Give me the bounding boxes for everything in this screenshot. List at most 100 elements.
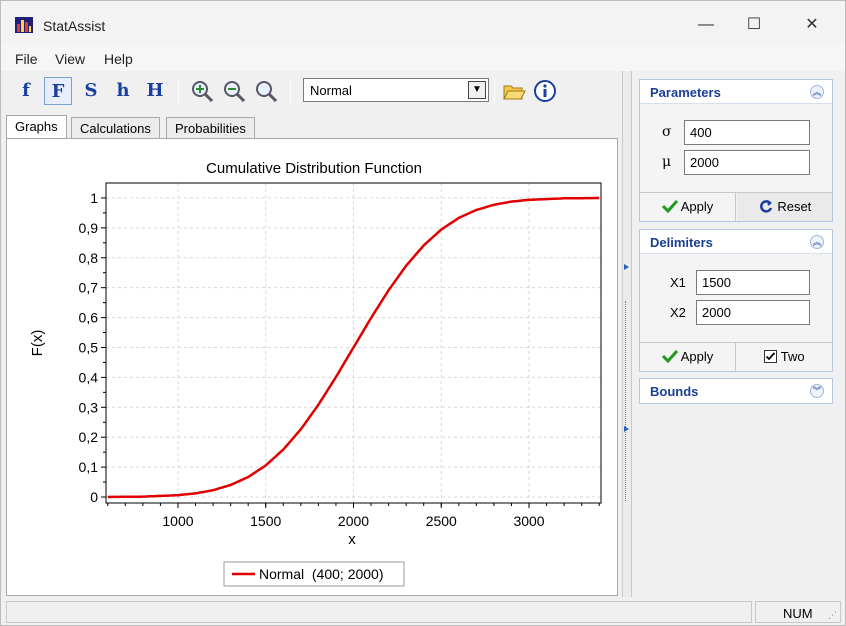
status-num-cell: NUM ⋰ — [755, 601, 841, 623]
bounds-header[interactable]: Bounds ︾ — [640, 379, 832, 403]
dropdown-arrow-icon[interactable]: ▼ — [468, 81, 486, 99]
collapse-up-icon[interactable]: ︽ — [810, 235, 824, 249]
delimiters-header[interactable]: Delimiters ︽ — [640, 230, 832, 254]
pdf-button[interactable]: f — [22, 80, 30, 101]
y-tick-label: 0,5 — [79, 339, 99, 355]
tab-calculations[interactable]: Calculations — [71, 117, 160, 139]
x2-input[interactable]: 2000 — [696, 300, 810, 325]
status-bar: NUM ⋰ — [1, 599, 845, 625]
reset-label: Reset — [777, 199, 812, 214]
two-checkbox[interactable]: Two — [737, 343, 832, 371]
y-tick-label: 0 — [90, 489, 98, 505]
open-folder-icon[interactable] — [502, 79, 526, 103]
checkmark-icon — [661, 199, 678, 214]
legend-box — [223, 561, 405, 587]
y-axis-label: F(x) — [29, 330, 46, 357]
splitter-arrow-icon[interactable] — [623, 263, 631, 271]
x-tick-label: 1500 — [250, 513, 281, 529]
bar-chart-app-icon — [15, 17, 33, 33]
reset-arrow-icon — [759, 200, 772, 213]
parameters-header[interactable]: Parameters ︽ — [640, 80, 832, 104]
y-tick-label: 0,2 — [79, 429, 99, 445]
y-tick-label: 0,9 — [79, 220, 99, 236]
splitter-grip — [625, 301, 629, 501]
graph-panel: Cumulative Distribution Function 0 0,1 0,2… — [6, 138, 618, 596]
right-panel: Parameters ︽ σ 400 μ 2000 Apply Reset — [633, 73, 843, 597]
legend: Normal (400; 2000) — [223, 561, 405, 587]
mu-label: μ — [662, 154, 672, 170]
tab-probabilities[interactable]: Probabilities — [166, 117, 255, 139]
legend-label: Normal (400; 2000) — [259, 566, 384, 582]
zoom-out-icon[interactable] — [222, 79, 246, 103]
two-label: Two — [780, 349, 805, 364]
x-axis-label: x — [348, 531, 356, 548]
cdf-chart: Cumulative Distribution Function 0 0,1 0,2… — [29, 160, 602, 587]
y-tick-label: 1 — [90, 190, 98, 206]
num-lock-indicator: NUM — [783, 606, 813, 621]
y-tick-label: 0,8 — [79, 250, 99, 266]
checkbox-checked-icon[interactable] — [764, 350, 778, 363]
parameters-reset-button[interactable]: Reset — [737, 193, 832, 221]
splitter-arrow-icon[interactable] — [623, 425, 631, 433]
tab-graphs[interactable]: Graphs — [6, 115, 67, 139]
collapse-up-icon[interactable]: ︽ — [810, 85, 824, 99]
checkmark-icon — [661, 349, 678, 364]
toolbar-separator — [178, 79, 179, 103]
menu-bar: File View Help — [1, 45, 845, 71]
toolbar-separator — [494, 79, 495, 103]
menu-file[interactable]: File — [15, 51, 38, 67]
expand-down-icon[interactable]: ︾ — [810, 384, 824, 398]
hazard-button[interactable]: h — [116, 80, 130, 101]
x2-label: X2 — [670, 305, 686, 320]
bounds-title: Bounds — [650, 384, 699, 399]
toolbar-separator — [290, 79, 291, 103]
parameters-buttons: Apply Reset — [640, 192, 832, 221]
parameters-body: σ 400 μ 2000 Apply Reset — [640, 104, 832, 221]
y-tick-label: 0,6 — [79, 310, 99, 326]
y-tick-label: 0,7 — [79, 280, 99, 296]
parameters-panel: Parameters ︽ σ 400 μ 2000 Apply Reset — [639, 79, 833, 222]
status-message-cell — [6, 601, 752, 623]
x1-input[interactable]: 1500 — [696, 270, 810, 295]
parameters-apply-button[interactable]: Apply — [640, 193, 736, 221]
survival-button[interactable]: S — [84, 80, 98, 101]
x-tick-label: 1000 — [162, 513, 193, 529]
close-button[interactable]: ✕ — [805, 16, 819, 33]
tab-strip: Graphs Calculations Probabilities — [6, 115, 618, 139]
x-tick-label: 3000 — [513, 513, 544, 529]
panel-splitter[interactable] — [622, 71, 632, 597]
menu-view[interactable]: View — [55, 51, 86, 67]
info-icon[interactable] — [533, 79, 557, 103]
x-tick-label: 2500 — [426, 513, 457, 529]
delimiters-panel: Delimiters ︽ X1 1500 X2 2000 Apply Two — [639, 229, 833, 372]
delimiters-body: X1 1500 X2 2000 Apply Two — [640, 254, 832, 371]
minimize-button[interactable]: — — [698, 16, 714, 33]
title-bar: StatAssist — ☐ ✕ — [1, 1, 845, 45]
distribution-select[interactable]: Normal ▼ — [303, 78, 489, 102]
x-tick-label: 2000 — [338, 513, 369, 529]
y-tick-label: 0,1 — [79, 459, 99, 475]
sigma-input[interactable]: 400 — [684, 120, 810, 145]
sigma-label: σ — [662, 124, 672, 140]
bounds-panel: Bounds ︾ — [639, 378, 833, 404]
apply-label: Apply — [680, 199, 714, 214]
mu-input[interactable]: 2000 — [684, 150, 810, 175]
resize-grip-icon[interactable]: ⋰ — [828, 610, 837, 620]
cdf-curve — [107, 196, 600, 499]
chart-title: Cumulative Distribution Function — [206, 160, 422, 177]
maximize-button[interactable]: ☐ — [746, 16, 762, 33]
zoom-in-icon[interactable] — [190, 79, 214, 103]
y-tick-label: 0,4 — [79, 369, 99, 385]
parameters-title: Parameters — [650, 85, 721, 100]
zoom-reset-icon[interactable] — [254, 79, 278, 103]
y-tick-label: 0,3 — [79, 399, 99, 415]
x1-label: X1 — [670, 275, 686, 290]
apply-label: Apply — [680, 349, 714, 364]
window-title: StatAssist — [43, 18, 106, 34]
menu-help[interactable]: Help — [104, 51, 133, 67]
cdf-button[interactable]: F — [44, 77, 72, 105]
cumulative-hazard-button[interactable]: H — [146, 80, 164, 101]
delimiters-apply-button[interactable]: Apply — [640, 343, 736, 371]
delimiters-buttons: Apply Two — [640, 342, 832, 371]
